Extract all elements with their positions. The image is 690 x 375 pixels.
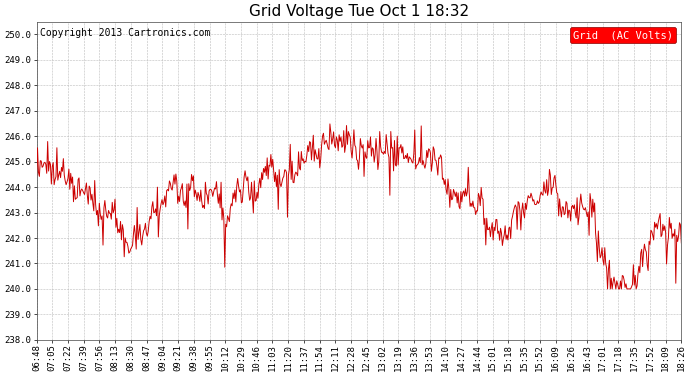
Legend: Grid  (AC Volts): Grid (AC Volts) xyxy=(570,27,676,43)
Title: Grid Voltage Tue Oct 1 18:32: Grid Voltage Tue Oct 1 18:32 xyxy=(249,4,469,19)
Text: Copyright 2013 Cartronics.com: Copyright 2013 Cartronics.com xyxy=(40,28,210,38)
